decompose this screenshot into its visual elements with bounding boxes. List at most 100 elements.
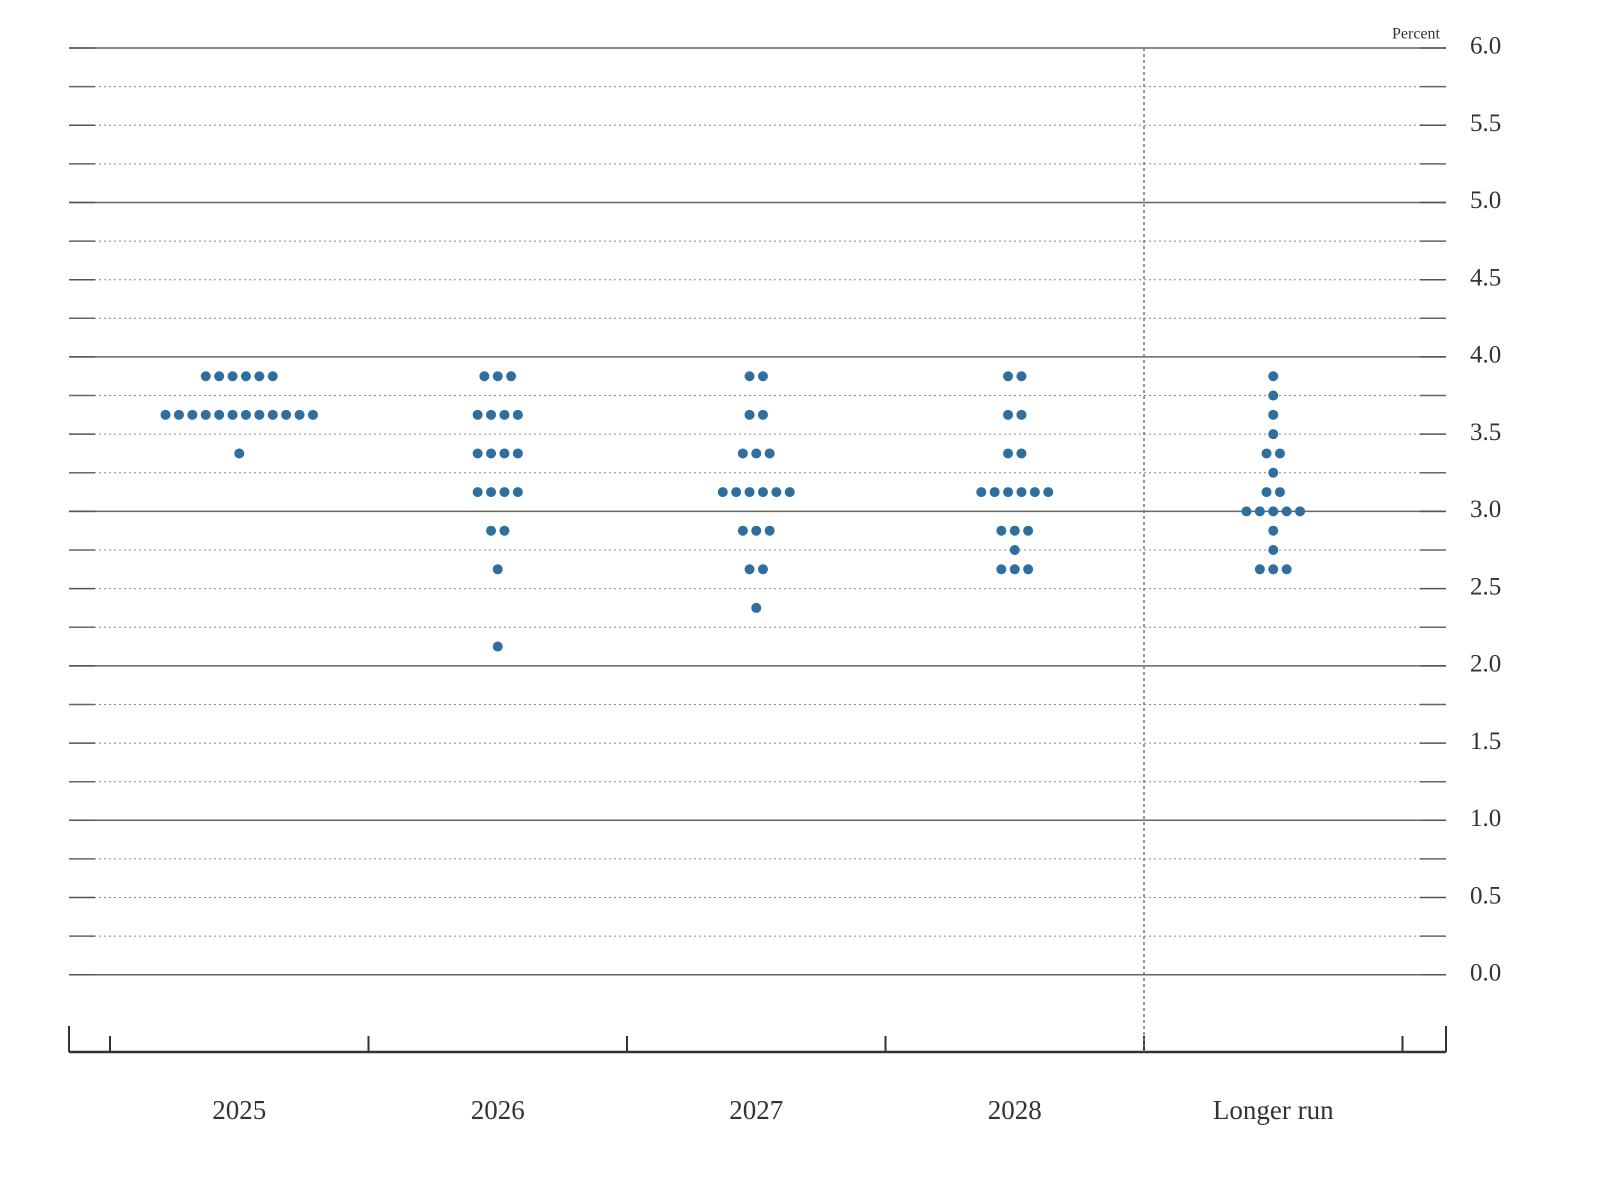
- dot: [744, 371, 755, 382]
- dot: [240, 371, 251, 382]
- dot: [757, 409, 768, 420]
- dot: [187, 409, 198, 420]
- dot: [200, 371, 211, 382]
- x-tick-label: 2028: [988, 1095, 1042, 1125]
- dot: [1003, 448, 1014, 459]
- dot: [486, 487, 497, 498]
- dot: [1261, 487, 1272, 498]
- dot: [512, 487, 523, 498]
- y-tick-label: 1.5: [1470, 728, 1501, 755]
- dot: [486, 525, 497, 536]
- dot: [744, 409, 755, 420]
- dot: [472, 487, 483, 498]
- x-tick-label: 2027: [729, 1095, 783, 1125]
- dot: [1003, 487, 1014, 498]
- dot: [512, 448, 523, 459]
- dot: [499, 448, 510, 459]
- y-tick-label: 3.0: [1470, 496, 1501, 523]
- dot: [281, 409, 292, 420]
- dot: [764, 525, 775, 536]
- dot: [989, 487, 1000, 498]
- dot: [492, 564, 503, 575]
- dot: [737, 525, 748, 536]
- dot: [499, 409, 510, 420]
- dot: [1009, 545, 1020, 555]
- dot: [267, 409, 278, 420]
- dot: [1016, 409, 1027, 420]
- dot: [1254, 564, 1265, 575]
- dot: [1029, 487, 1040, 498]
- dot: [996, 564, 1007, 575]
- dot: [472, 448, 483, 459]
- dot: [499, 487, 510, 498]
- dot: [1023, 564, 1034, 575]
- y-tick-label: 4.0: [1470, 342, 1501, 369]
- y-tick-label: 3.5: [1470, 419, 1501, 446]
- dot: [737, 448, 748, 459]
- dot: [492, 371, 503, 382]
- dot: [486, 448, 497, 459]
- dot: [486, 409, 497, 420]
- dot: [784, 487, 795, 498]
- y-tick-label: 1.0: [1470, 805, 1501, 832]
- dot: [160, 409, 171, 420]
- dot: [499, 525, 510, 536]
- dot: [1281, 564, 1292, 575]
- dot: [1023, 525, 1034, 536]
- dot: [744, 564, 755, 575]
- dot: [1009, 564, 1020, 575]
- dot: [512, 409, 523, 420]
- dot: [744, 487, 755, 498]
- dot: [1268, 371, 1279, 382]
- dot: [1261, 448, 1272, 459]
- dot: [1268, 545, 1279, 555]
- dot: [1268, 506, 1279, 517]
- x-tick-label: 2026: [471, 1095, 525, 1125]
- dot: [492, 641, 503, 652]
- dot: [214, 371, 225, 382]
- dot: [294, 409, 305, 420]
- dot: [506, 371, 517, 382]
- dot: [1003, 371, 1014, 382]
- y-tick-label: 5.0: [1470, 187, 1501, 214]
- x-tick-label: Longer run: [1213, 1095, 1334, 1125]
- dot: [254, 409, 265, 420]
- dot: [757, 564, 768, 575]
- dot: [976, 487, 987, 498]
- dot: [771, 487, 782, 498]
- dot: [173, 409, 184, 420]
- dot: [1016, 448, 1027, 459]
- dot: [1016, 371, 1027, 382]
- dot: [1254, 506, 1265, 517]
- dot: [254, 371, 265, 382]
- dot: [717, 487, 728, 498]
- y-tick-label: 5.5: [1470, 110, 1501, 137]
- dot: [1043, 487, 1054, 498]
- x-tick-label: 2025: [212, 1095, 266, 1125]
- dot: [1295, 506, 1306, 517]
- dot: [751, 448, 762, 459]
- dot: [1268, 564, 1279, 575]
- dot: [1268, 429, 1279, 440]
- dot: [1003, 409, 1014, 420]
- dot: [227, 371, 238, 382]
- dot: [1268, 525, 1279, 536]
- dot: [227, 409, 238, 420]
- dot: [1016, 487, 1027, 498]
- dot: [751, 602, 762, 613]
- dot: [307, 409, 318, 420]
- y-tick-label: 0.5: [1470, 882, 1501, 909]
- dot: [757, 487, 768, 498]
- dot: [757, 371, 768, 382]
- dot: [1241, 506, 1252, 517]
- y-tick-label: 2.0: [1470, 651, 1501, 678]
- y-tick-label: 0.0: [1470, 960, 1501, 987]
- dot: [200, 409, 211, 420]
- dot: [731, 487, 742, 498]
- dot: [240, 409, 251, 420]
- dot: [1268, 409, 1279, 420]
- dot: [1274, 487, 1285, 498]
- dot: [1274, 448, 1285, 459]
- dot: [479, 371, 490, 382]
